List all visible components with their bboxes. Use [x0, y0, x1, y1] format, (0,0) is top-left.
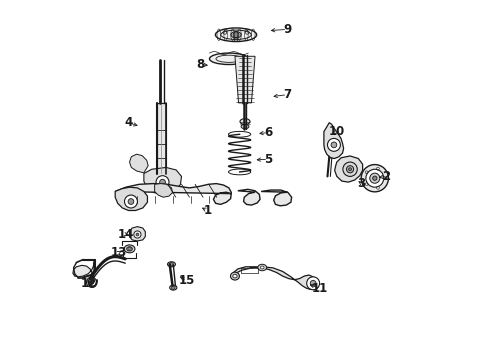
Text: 14: 14	[118, 228, 134, 241]
Text: 15: 15	[179, 274, 195, 287]
Text: 3: 3	[358, 177, 366, 190]
Circle shape	[124, 195, 137, 208]
Text: 4: 4	[124, 116, 133, 129]
Text: 13: 13	[111, 246, 127, 259]
Polygon shape	[155, 184, 172, 197]
Circle shape	[373, 176, 377, 180]
Circle shape	[172, 286, 175, 289]
Polygon shape	[144, 167, 181, 194]
Circle shape	[89, 280, 94, 284]
Polygon shape	[157, 103, 166, 174]
Ellipse shape	[241, 125, 249, 129]
Circle shape	[343, 162, 357, 176]
Polygon shape	[335, 156, 363, 182]
Text: 1: 1	[203, 204, 211, 217]
Text: 7: 7	[283, 88, 292, 101]
Ellipse shape	[233, 274, 237, 278]
Polygon shape	[233, 267, 318, 289]
Text: 9: 9	[283, 23, 292, 36]
Circle shape	[136, 233, 139, 236]
Circle shape	[156, 176, 169, 189]
Circle shape	[233, 32, 239, 38]
Circle shape	[349, 168, 351, 171]
Circle shape	[310, 280, 316, 286]
Polygon shape	[115, 187, 147, 211]
Polygon shape	[235, 56, 255, 103]
Text: 6: 6	[264, 126, 272, 139]
Text: 2: 2	[383, 170, 391, 183]
Circle shape	[366, 169, 384, 187]
Polygon shape	[238, 189, 260, 205]
Polygon shape	[129, 226, 146, 241]
Polygon shape	[129, 154, 148, 173]
Circle shape	[170, 262, 173, 266]
Circle shape	[361, 165, 389, 192]
Ellipse shape	[210, 53, 248, 64]
Text: 8: 8	[196, 58, 204, 71]
Ellipse shape	[258, 264, 267, 271]
Circle shape	[307, 277, 319, 290]
Text: 11: 11	[312, 282, 328, 295]
Circle shape	[128, 199, 134, 204]
Polygon shape	[73, 260, 95, 278]
Circle shape	[134, 231, 141, 238]
Circle shape	[370, 173, 380, 183]
Polygon shape	[324, 123, 343, 158]
Circle shape	[87, 277, 97, 287]
Circle shape	[160, 179, 166, 185]
Circle shape	[346, 166, 354, 173]
Ellipse shape	[124, 245, 135, 253]
Ellipse shape	[170, 285, 177, 290]
Ellipse shape	[126, 247, 132, 251]
Ellipse shape	[216, 28, 257, 41]
Polygon shape	[115, 184, 231, 204]
Text: 10: 10	[328, 125, 344, 138]
Ellipse shape	[168, 262, 175, 267]
Ellipse shape	[230, 272, 240, 280]
Ellipse shape	[260, 266, 264, 269]
Ellipse shape	[240, 119, 250, 125]
Text: 5: 5	[264, 153, 272, 166]
Circle shape	[331, 142, 337, 148]
Polygon shape	[261, 190, 292, 206]
Circle shape	[128, 247, 131, 251]
Ellipse shape	[231, 32, 241, 38]
Text: 12: 12	[81, 278, 97, 291]
Circle shape	[327, 138, 341, 151]
